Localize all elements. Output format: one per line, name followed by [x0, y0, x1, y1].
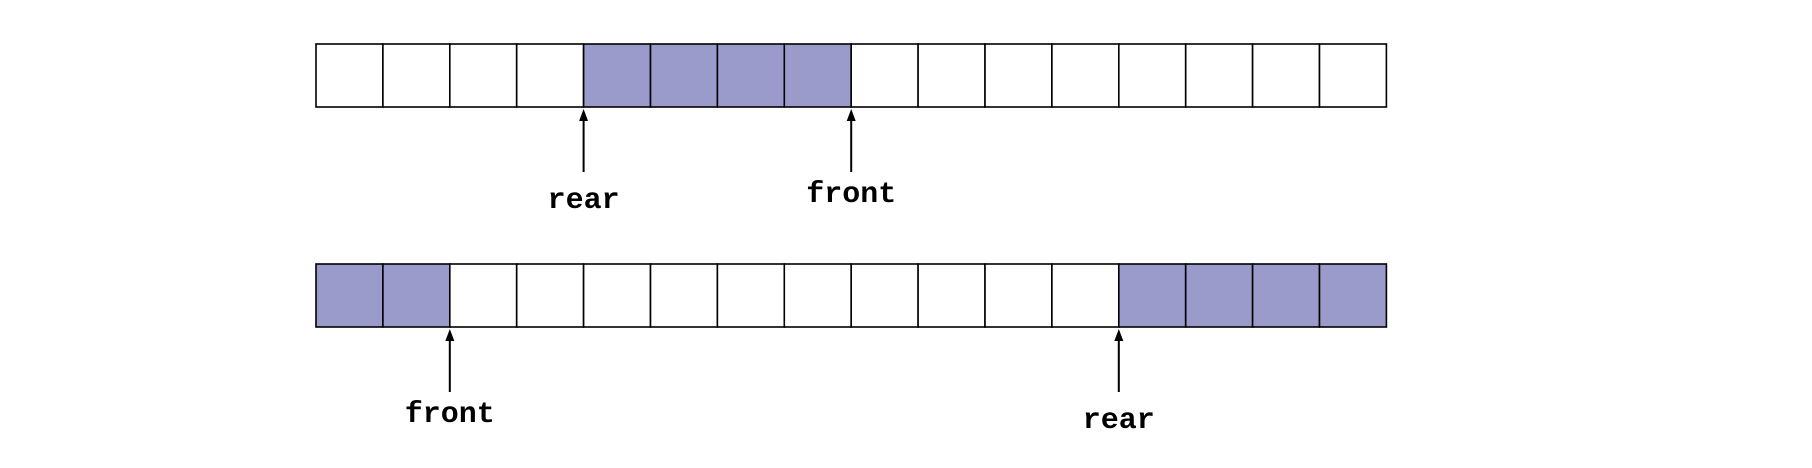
- queue-cell-empty: [1184, 43, 1254, 108]
- front-pointer: front: [405, 329, 495, 432]
- queue-cell-filled: [382, 263, 451, 328]
- front-pointer-label: front: [806, 178, 896, 212]
- queue-array-bottom: front rear: [315, 263, 1388, 438]
- queue-cell-empty: [515, 263, 585, 328]
- queue-cell-empty: [382, 43, 451, 108]
- queue-cell-empty: [917, 263, 986, 328]
- pointer-arrowhead: [579, 109, 589, 121]
- rear-pointer-label: rear: [548, 184, 620, 218]
- queue-cell-empty: [1318, 43, 1388, 108]
- queue-cell-empty: [1051, 43, 1120, 108]
- pointer-arrowhead: [445, 329, 455, 341]
- queue-cell-filled: [1251, 263, 1321, 328]
- queue-cell-empty: [315, 43, 384, 108]
- queue-cell-filled: [315, 263, 384, 328]
- queue-cell-empty: [448, 263, 518, 328]
- queue-cell-empty: [984, 263, 1053, 328]
- queue-cell-filled: [1118, 263, 1187, 328]
- queue-array-top: rear front: [315, 43, 1388, 218]
- queue-cell-filled: [716, 43, 786, 108]
- queue-cell-empty: [984, 43, 1053, 108]
- queue-cell-empty: [917, 43, 986, 108]
- queue-cell-filled: [1318, 263, 1388, 328]
- queue-cell-empty: [850, 43, 919, 108]
- queue-cell-empty: [783, 263, 852, 328]
- rear-pointer-label: rear: [1083, 404, 1155, 438]
- rear-pointer: rear: [1083, 329, 1155, 438]
- queue-cell-empty: [1251, 43, 1321, 108]
- rear-pointer: rear: [548, 109, 620, 218]
- pointer-arrowhead: [846, 109, 856, 121]
- queue-cell-filled: [783, 43, 852, 108]
- front-pointer-label: front: [405, 398, 495, 432]
- queue-cell-empty: [716, 263, 786, 328]
- queue-cell-empty: [448, 43, 518, 108]
- queue-cell-filled: [1184, 263, 1254, 328]
- front-pointer: front: [806, 109, 896, 212]
- queue-cell-filled: [649, 43, 719, 108]
- queue-cell-empty: [515, 43, 585, 108]
- queue-cell-empty: [649, 263, 719, 328]
- queue-cell-empty: [1118, 43, 1187, 108]
- queue-cell-empty: [1051, 263, 1120, 328]
- queue-cell-empty: [850, 263, 919, 328]
- queue-cell-filled: [582, 43, 652, 108]
- queue-cell-empty: [582, 263, 652, 328]
- pointer-arrowhead: [1114, 329, 1124, 341]
